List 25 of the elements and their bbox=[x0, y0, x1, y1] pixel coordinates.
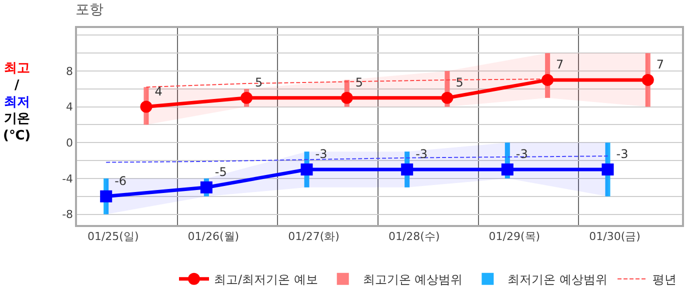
data-label: -3 bbox=[616, 146, 628, 161]
data-label: -3 bbox=[315, 146, 328, 161]
chart-title: 포항 bbox=[75, 2, 104, 18]
data-label: -5 bbox=[214, 164, 227, 179]
x-tick-label: 01/28(수) bbox=[388, 230, 440, 243]
x-tick-label: 01/26(월) bbox=[188, 230, 240, 243]
x-tick-label: 01/25(일) bbox=[87, 230, 139, 243]
data-label: -3 bbox=[416, 146, 428, 161]
x-tick-label: 01/27(화) bbox=[288, 230, 340, 243]
legend-label: 최고/최저기온 예보 bbox=[214, 272, 318, 287]
x-tick-label: 01/29(목) bbox=[488, 230, 540, 243]
legend-label: 평년 bbox=[652, 272, 677, 287]
y-tick-label: 4 bbox=[66, 100, 74, 114]
data-label: 7 bbox=[556, 57, 564, 72]
data-label: -6 bbox=[114, 174, 127, 188]
y-tick-label: 0 bbox=[66, 136, 74, 150]
y-axis-title: 최고 / 최저 기온 (℃) bbox=[3, 61, 31, 144]
y-tick-label: -4 bbox=[62, 172, 74, 186]
x-tick-label: 01/30(금) bbox=[589, 230, 640, 243]
data-label: 7 bbox=[656, 57, 664, 72]
data-label: 4 bbox=[154, 84, 162, 98]
y-tick-label: -8 bbox=[62, 208, 74, 222]
legend-label: 최고기온 예상범위 bbox=[362, 272, 463, 287]
y-tick-label: 8 bbox=[66, 64, 74, 78]
legend-label: 최저기온 예상범위 bbox=[508, 272, 608, 287]
